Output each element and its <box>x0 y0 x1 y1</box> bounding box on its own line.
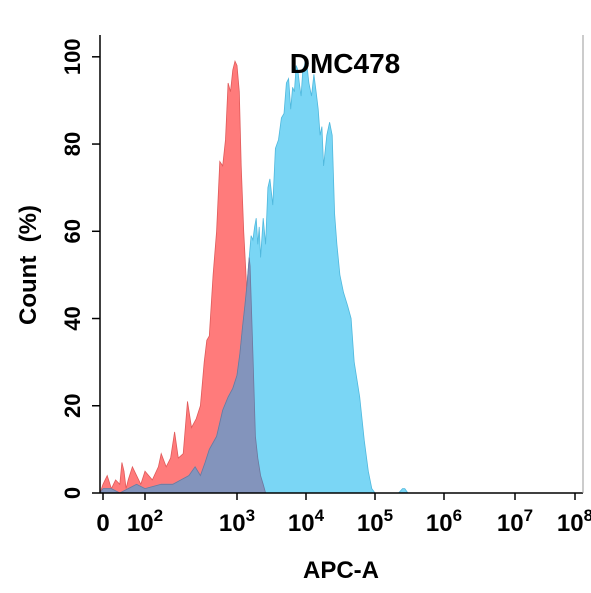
x-tick-label: 103 <box>219 506 255 537</box>
y-tick-label: 80 <box>60 132 85 156</box>
x-ticks: 0 102 103 104 105 106 107 108 <box>96 493 591 537</box>
x-tick-label: 102 <box>127 506 163 537</box>
y-tick-label: 100 <box>60 38 85 75</box>
y-tick-label: 0 <box>60 487 85 499</box>
x-axis-label: APC-A <box>303 557 379 584</box>
y-tick-label: 60 <box>60 219 85 243</box>
histogram-series-3 <box>99 257 267 494</box>
y-axis-label: Count (%) <box>15 205 42 325</box>
y-tick-label: 20 <box>60 394 85 418</box>
chart-title: DMC478 <box>290 48 400 79</box>
x-tick-label: 106 <box>426 506 462 537</box>
x-tick-label: 104 <box>288 506 325 537</box>
x-tick-label: 108 <box>557 506 591 537</box>
x-tick-label: 0 <box>96 510 109 537</box>
y-ticks: 0 20 40 60 80 100 <box>60 38 100 499</box>
x-tick-label: 107 <box>497 506 533 537</box>
x-tick-label: 105 <box>357 506 393 537</box>
series-layer <box>99 56 409 494</box>
y-tick-label: 40 <box>60 306 85 330</box>
